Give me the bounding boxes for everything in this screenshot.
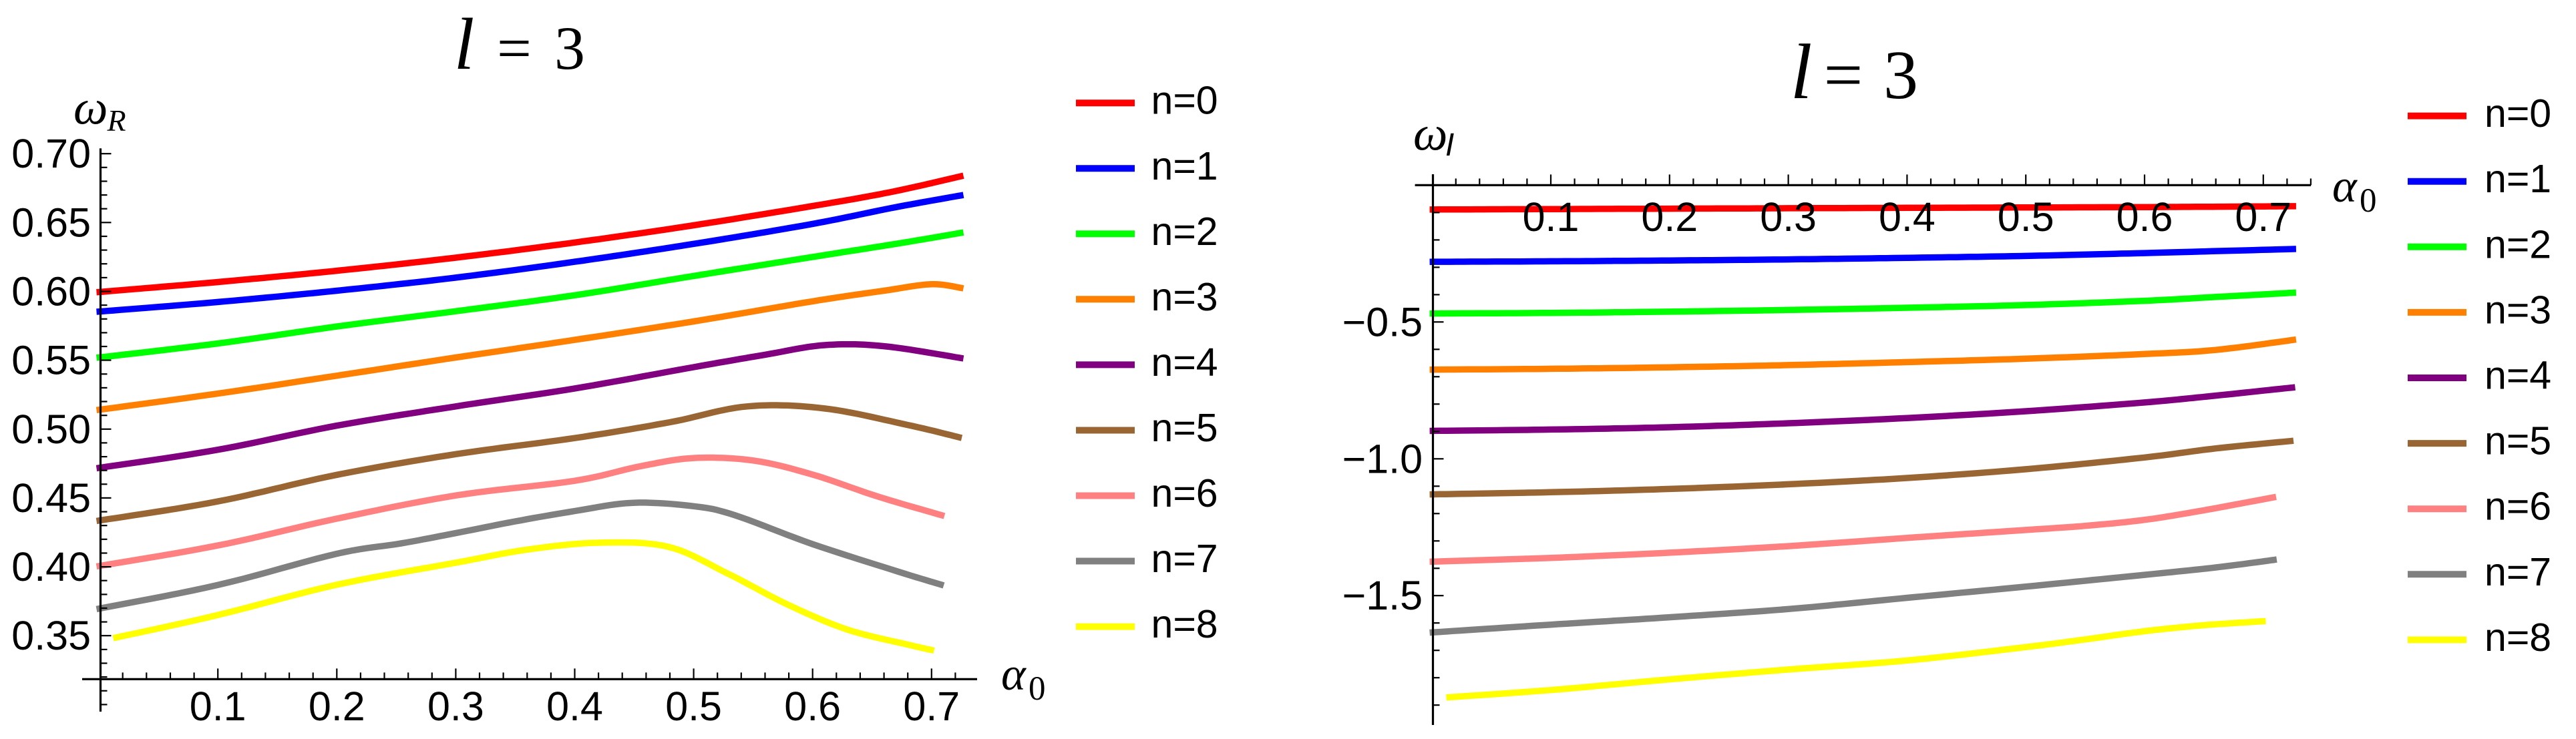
svg-text:n=1: n=1 <box>1151 144 1218 188</box>
svg-text:n=3: n=3 <box>2485 288 2551 332</box>
svg-text:n=6: n=6 <box>1151 471 1218 515</box>
svg-text:0.5: 0.5 <box>1998 194 2054 240</box>
svg-text:n=7: n=7 <box>2485 550 2551 594</box>
svg-text:0.55: 0.55 <box>11 338 91 383</box>
svg-text:n=8: n=8 <box>2485 615 2551 660</box>
svg-text:ω: ω <box>73 81 108 135</box>
svg-text:0.45: 0.45 <box>11 475 91 521</box>
svg-text:−1.5: −1.5 <box>1342 573 1423 618</box>
svg-text:n=3: n=3 <box>1151 275 1218 319</box>
svg-text:n=8: n=8 <box>1151 602 1218 646</box>
svg-text:0.35: 0.35 <box>11 613 91 658</box>
svg-text:0: 0 <box>1029 670 1046 708</box>
svg-text:R: R <box>107 103 126 138</box>
svg-text:0.3: 0.3 <box>1760 194 1817 240</box>
svg-text:0.6: 0.6 <box>784 684 841 729</box>
svg-text:−1.0: −1.0 <box>1342 436 1423 481</box>
svg-text:3: 3 <box>1883 37 1918 113</box>
svg-text:I: I <box>1445 128 1454 163</box>
svg-text:0.1: 0.1 <box>190 684 246 729</box>
svg-text:l: l <box>454 3 475 85</box>
svg-text:ω: ω <box>1413 107 1448 161</box>
svg-text:−0.5: −0.5 <box>1342 299 1423 344</box>
svg-text:0.50: 0.50 <box>11 407 91 452</box>
svg-text:n=5: n=5 <box>1151 406 1218 450</box>
svg-text:n=6: n=6 <box>2485 485 2551 529</box>
svg-text:0.2: 0.2 <box>309 684 365 729</box>
svg-text:0.60: 0.60 <box>11 269 91 314</box>
svg-text:n=0: n=0 <box>1151 79 1218 123</box>
svg-text:0.2: 0.2 <box>1641 194 1698 240</box>
svg-text:0.4: 0.4 <box>546 684 603 729</box>
svg-text:n=4: n=4 <box>1151 340 1218 385</box>
svg-text:0.3: 0.3 <box>427 684 484 729</box>
svg-text:n=1: n=1 <box>2485 157 2551 201</box>
svg-text:0.70: 0.70 <box>11 131 91 176</box>
svg-text:α: α <box>2332 161 2358 212</box>
svg-text:n=4: n=4 <box>2485 354 2551 398</box>
svg-text:α: α <box>1001 649 1027 700</box>
svg-text:n=2: n=2 <box>2485 222 2551 266</box>
svg-text:n=7: n=7 <box>1151 537 1218 581</box>
svg-text:n=5: n=5 <box>2485 419 2551 463</box>
svg-text:n=0: n=0 <box>2485 91 2551 136</box>
svg-text:0.40: 0.40 <box>11 544 91 589</box>
svg-text:0.6: 0.6 <box>2117 194 2173 240</box>
svg-text:=: = <box>1824 37 1863 113</box>
svg-text:0.65: 0.65 <box>11 200 91 245</box>
svg-text:0: 0 <box>2360 182 2377 220</box>
svg-text:n=2: n=2 <box>1151 210 1218 254</box>
svg-text:3: 3 <box>554 14 585 82</box>
svg-text:0.7: 0.7 <box>903 684 960 729</box>
svg-text:0.1: 0.1 <box>1523 194 1580 240</box>
svg-text:l: l <box>1791 28 1813 115</box>
svg-text:=: = <box>497 14 532 82</box>
svg-text:0.4: 0.4 <box>1879 194 1936 240</box>
svg-text:0.5: 0.5 <box>665 684 722 729</box>
svg-text:0.7: 0.7 <box>2235 194 2291 240</box>
